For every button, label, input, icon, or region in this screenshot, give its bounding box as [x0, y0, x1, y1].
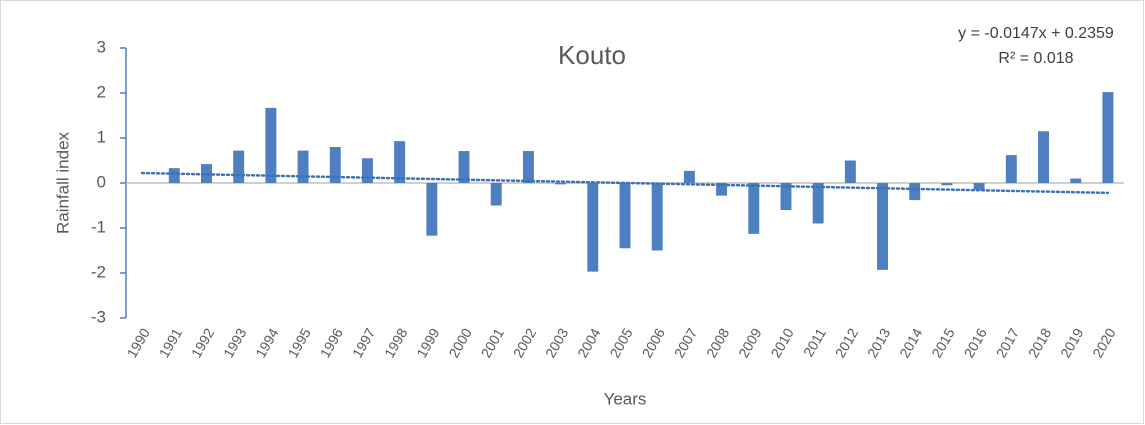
bar	[265, 107, 277, 183]
bar	[844, 160, 856, 183]
bar	[361, 158, 373, 183]
bar	[716, 183, 728, 196]
trendline	[140, 171, 1110, 195]
bar	[748, 183, 760, 234]
bar	[780, 183, 792, 210]
bar	[1038, 131, 1049, 183]
chart-title: Kouto	[558, 40, 626, 70]
bar	[619, 183, 631, 249]
bar	[426, 183, 438, 236]
y-tick-label: 3	[97, 37, 106, 56]
bar	[812, 183, 824, 224]
bar	[941, 183, 953, 186]
bar	[1102, 92, 1114, 183]
bar	[651, 183, 663, 251]
y-tick-label: -3	[91, 307, 106, 326]
bar	[329, 147, 341, 183]
bar	[555, 183, 567, 185]
y-axis-title: Rainfall index	[53, 131, 72, 234]
trendline-equation: y = -0.0147x + 0.2359	[958, 25, 1114, 42]
bar	[909, 183, 921, 201]
y-tick-label: 0	[97, 172, 106, 191]
y-tick-label: -2	[91, 262, 106, 281]
bar	[394, 141, 406, 183]
bar	[297, 150, 309, 183]
bar	[683, 170, 695, 183]
y-tick-label: 2	[97, 82, 106, 101]
x-axis-title: Years	[604, 389, 647, 408]
bar	[587, 183, 599, 272]
bar	[458, 151, 470, 183]
y-tick-label: 1	[97, 127, 106, 146]
trendline-r2: R² = 0.018	[998, 50, 1073, 67]
bar	[168, 168, 180, 183]
bar	[877, 183, 889, 270]
bar	[1005, 155, 1017, 183]
bar	[973, 183, 985, 190]
bar	[1070, 178, 1082, 183]
bar	[490, 183, 502, 206]
y-tick-label: -1	[91, 217, 106, 236]
bar	[233, 150, 245, 183]
bar	[522, 151, 534, 183]
